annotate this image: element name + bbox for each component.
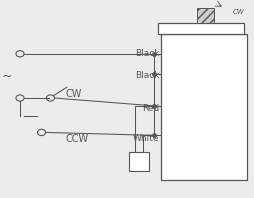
Text: Red: Red — [141, 104, 159, 113]
Text: ~: ~ — [2, 69, 12, 82]
Text: White: White — [132, 134, 159, 143]
Bar — [196, 8, 214, 23]
Text: Black: Black — [134, 49, 159, 58]
Text: CCW: CCW — [65, 134, 88, 144]
Bar — [129, 152, 149, 171]
Bar — [160, 34, 246, 180]
Text: Black: Black — [134, 71, 159, 80]
Text: CW: CW — [65, 89, 82, 99]
Text: CW: CW — [232, 9, 244, 14]
Bar — [157, 23, 243, 34]
